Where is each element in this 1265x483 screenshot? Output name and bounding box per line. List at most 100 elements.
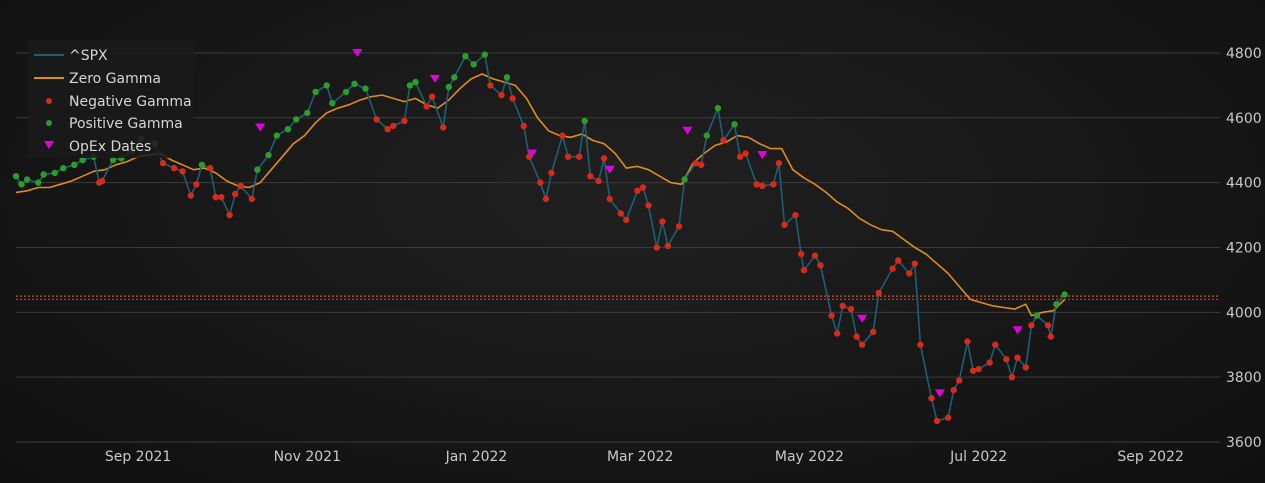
zero-gamma-series [15, 73, 1066, 317]
positive-gamma-point [293, 116, 300, 123]
negative-gamma-point [423, 103, 430, 110]
negative-gamma-point [634, 187, 641, 194]
negative-gamma-point [384, 126, 391, 133]
opex-date-marker [857, 314, 868, 323]
x-tick-label: Mar 2022 [607, 449, 674, 465]
negative-gamma-point [487, 82, 494, 89]
positive-gamma-point [254, 166, 261, 173]
negative-gamma-point [218, 194, 225, 201]
x-tick-label: May 2022 [775, 449, 844, 465]
positive-gamma-point [273, 132, 280, 139]
negative-gamma-point [659, 218, 666, 225]
negative-gamma-point [440, 124, 447, 131]
negative-gamma-point [950, 386, 957, 394]
opex-date-marker [255, 123, 266, 132]
negative-gamma-point [797, 250, 805, 258]
opex-date-marker [604, 165, 615, 174]
positive-gamma-point [71, 161, 78, 168]
y-tick-label: 4800 [1226, 46, 1262, 62]
positive-gamma-point [351, 80, 358, 88]
legend-negative-gamma-label[interactable]: Negative Gamma [69, 94, 192, 110]
opex-date-marker [682, 126, 693, 135]
negative-gamma-point [956, 377, 963, 384]
negative-gamma-point [509, 95, 516, 102]
negative-gamma-point [759, 182, 766, 190]
negative-gamma-point [600, 155, 608, 162]
positive-gamma-point [731, 121, 738, 128]
negative-gamma-point [542, 195, 550, 203]
positive-gamma-point [451, 74, 458, 81]
negative-gamma-point [373, 116, 380, 123]
negative-gamma-point [944, 414, 952, 421]
positive-gamma-point [503, 74, 511, 81]
negative-gamma-point [237, 182, 244, 190]
negative-gamma-point [639, 184, 647, 191]
positive-gamma-point [79, 156, 86, 164]
negative-gamma-point [847, 305, 855, 313]
positive-gamma-point [312, 88, 319, 96]
negative-gamma-point [992, 341, 999, 348]
negative-gamma-point [911, 260, 918, 267]
grid [16, 52, 1220, 443]
positive-gamma-point [304, 109, 311, 117]
negative-gamma-point [675, 223, 683, 230]
legend-background [28, 40, 194, 158]
opex-date-marker [934, 389, 945, 398]
x-tick-label: Sep 2022 [1117, 449, 1183, 465]
negative-gamma-point [232, 190, 239, 198]
negative-gamma-point [212, 194, 219, 201]
negative-gamma-point [853, 333, 860, 340]
positive-gamma-point [681, 176, 688, 183]
negative-gamma-point [811, 252, 819, 259]
y-tick-label: 4000 [1226, 305, 1262, 321]
opex-markers [255, 49, 1023, 398]
x-axis: Sep 2021 Nov 2021 Jan 2022 Mar 2022 May 2022… [105, 449, 1184, 465]
negative-gamma-point [698, 161, 705, 168]
positive-gamma-point [1053, 301, 1060, 308]
negative-gamma-point [193, 181, 200, 188]
legend-zero-gamma-label[interactable]: Zero Gamma [69, 71, 161, 87]
x-tick-label: Sep 2021 [105, 449, 171, 465]
positive-gamma-point [18, 181, 25, 188]
legend-opex-label[interactable]: OpEx Dates [69, 139, 151, 155]
x-tick-label: Nov 2021 [274, 449, 341, 465]
negative-gamma-point [179, 168, 186, 175]
negative-gamma-point [736, 153, 744, 160]
negative-gamma-point [870, 328, 877, 335]
negative-gamma-point [428, 93, 436, 100]
opex-date-marker [527, 149, 537, 158]
positive-gamma-point [1061, 291, 1068, 298]
positive-gamma-point [470, 61, 477, 68]
negative-gamma-point [1022, 364, 1029, 371]
negative-gamma-point [839, 302, 846, 309]
negative-gamma-point [606, 195, 613, 203]
x-tick-label: Jan 2022 [445, 449, 508, 465]
positive-gamma-point [406, 82, 414, 89]
y-tick-label: 3800 [1226, 370, 1262, 386]
positive-gamma-point [329, 100, 336, 107]
positive-gamma-point [109, 156, 117, 164]
legend-positive-gamma-label[interactable]: Positive Gamma [69, 116, 183, 132]
negative-gamma-point [800, 267, 808, 274]
negative-gamma-point [187, 192, 194, 199]
legend-spx-label[interactable]: ^SPX [69, 48, 108, 64]
positive-gamma-point [323, 82, 330, 89]
negative-gamma-point [753, 181, 760, 188]
reference-lines [16, 295, 1220, 300]
opex-date-marker [352, 49, 363, 57]
negative-gamma-point [828, 312, 835, 319]
positive-gamma-point [703, 132, 710, 139]
positive-gamma-point [714, 104, 722, 112]
negative-gamma-point [537, 179, 544, 186]
negative-gamma-point [975, 365, 982, 373]
negative-gamma-point [664, 242, 672, 250]
legend-negative-gamma-swatch [46, 98, 52, 104]
negative-gamma-point [889, 265, 896, 272]
y-tick-label: 4400 [1226, 176, 1262, 192]
positive-gamma-point [40, 171, 47, 178]
positive-gamma-point [362, 85, 369, 92]
negative-gamma-point [1028, 322, 1035, 329]
negative-gamma-point [401, 117, 408, 125]
y-tick-label: 4600 [1226, 111, 1262, 127]
